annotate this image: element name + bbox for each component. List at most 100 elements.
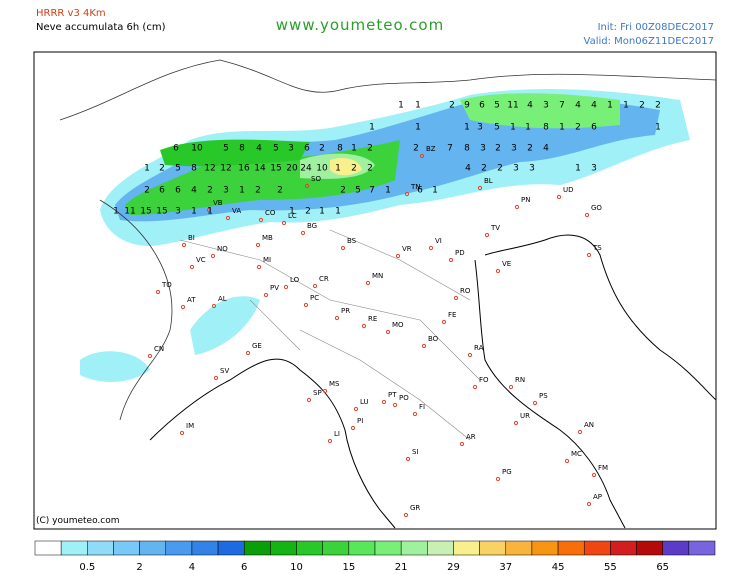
snow-amount: 1 xyxy=(398,101,404,111)
snow-amount: 8 xyxy=(191,164,197,174)
scale-box xyxy=(191,540,219,556)
scale-box xyxy=(374,540,402,556)
city-dot xyxy=(300,230,306,236)
snow-amount: 2 xyxy=(159,164,165,174)
scale-box xyxy=(87,540,114,556)
city-label: BO xyxy=(428,335,439,343)
snow-amount: 3 xyxy=(223,186,229,196)
snow-amount: 4 xyxy=(543,144,549,154)
snow-amount: 4 xyxy=(527,101,533,111)
city-label: BS xyxy=(347,237,357,245)
city-dot xyxy=(210,253,216,259)
snow-amount: 1 xyxy=(415,123,421,133)
city-dot xyxy=(255,242,261,248)
snow-amount: 10 xyxy=(316,164,328,174)
snow-field xyxy=(80,351,150,382)
snow-amount: 6 xyxy=(173,144,179,154)
city-dot xyxy=(421,343,427,349)
city-dot xyxy=(459,441,465,447)
city-label: PV xyxy=(270,284,279,292)
snow-amount: 1 xyxy=(510,123,516,133)
scale-label: 15 xyxy=(342,562,355,573)
city-label: PI xyxy=(357,417,363,425)
city-label: FO xyxy=(479,376,489,384)
city-dot xyxy=(340,245,346,251)
snow-field xyxy=(460,93,620,129)
city-dot xyxy=(283,284,289,290)
city-dot xyxy=(155,289,161,295)
scale-label: 55 xyxy=(604,562,617,573)
city-label: BL xyxy=(484,177,493,185)
city-label: LC xyxy=(288,212,297,220)
city-dot xyxy=(213,375,219,381)
snow-field xyxy=(330,158,362,176)
snow-amount: 8 xyxy=(464,144,470,154)
snow-amount: 7 xyxy=(369,186,375,196)
snow-amount: 2 xyxy=(497,164,503,174)
city-dot xyxy=(263,292,269,298)
city-label: MI xyxy=(263,256,271,264)
city-dot xyxy=(306,397,312,403)
city-label: VA xyxy=(232,207,241,215)
map-area xyxy=(33,51,717,530)
city-label: PG xyxy=(502,468,512,476)
city-dot xyxy=(467,352,473,358)
region-border xyxy=(179,229,481,441)
city-label: SI xyxy=(412,448,419,456)
snow-amount: 3 xyxy=(513,164,519,174)
scale-box xyxy=(583,540,611,556)
scale-label: 29 xyxy=(447,562,460,573)
city-dot xyxy=(256,264,262,270)
scale-box xyxy=(427,540,454,556)
city-dot xyxy=(211,303,217,309)
scale-box xyxy=(217,540,245,556)
city-label: AN xyxy=(584,421,594,429)
city-dot xyxy=(281,220,287,226)
city-dot xyxy=(428,245,434,251)
city-label: SO xyxy=(311,175,321,183)
scale-box xyxy=(165,540,193,556)
city-dot xyxy=(508,384,514,390)
city-label: TO xyxy=(161,281,172,289)
city-label: SV xyxy=(220,367,229,375)
snow-amount: 1 xyxy=(351,144,357,154)
scale-box xyxy=(348,540,376,556)
city-label: VR xyxy=(402,245,412,253)
city-label: RO xyxy=(460,287,471,295)
scale-box xyxy=(662,540,690,556)
city-dot xyxy=(412,411,418,417)
city-dot xyxy=(395,253,401,259)
city-label: VB xyxy=(213,199,223,207)
scale-label: 6 xyxy=(241,562,247,573)
snow-amount: 11 xyxy=(507,101,518,111)
scale-box xyxy=(557,540,585,556)
scale-box xyxy=(479,540,507,556)
city-label: VC xyxy=(196,256,206,264)
valid-time: Valid: Mon06Z11DEC2017 xyxy=(584,36,714,47)
snow-amount: 2 xyxy=(305,207,311,217)
snow-amount: 4 xyxy=(256,144,262,154)
city-label: AP xyxy=(593,493,602,501)
city-dot xyxy=(180,304,186,310)
snow-amount: 1 xyxy=(113,207,119,217)
city-label: PD xyxy=(455,249,465,257)
snow-amount: 5 xyxy=(273,144,279,154)
snow-amount: 2 xyxy=(639,101,645,111)
city-label: SP xyxy=(313,389,322,397)
city-label: TN xyxy=(410,183,421,191)
city-dot xyxy=(564,458,570,464)
snow-amount: 1 xyxy=(144,164,150,174)
city-label: LU xyxy=(360,398,369,406)
city-label: MB xyxy=(262,234,273,242)
snow-amount: 5 xyxy=(175,164,181,174)
city-label: AL xyxy=(218,295,227,303)
city-label: MC xyxy=(571,450,582,458)
snow-amount: 1 xyxy=(335,207,341,217)
city-label: IM xyxy=(186,422,194,430)
scale-label: 0.5 xyxy=(79,562,95,573)
city-dot xyxy=(577,429,583,435)
snow-amount: 2 xyxy=(367,144,373,154)
city-label: VI xyxy=(435,237,442,245)
scale-label: 4 xyxy=(189,562,195,573)
